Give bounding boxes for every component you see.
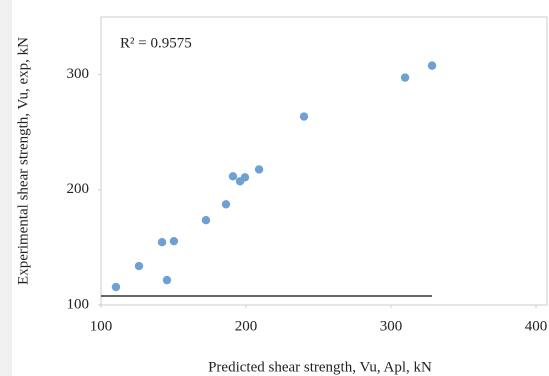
- point: [201, 216, 211, 225]
- x-tick-label: 400: [525, 318, 548, 334]
- y-axis-title: Experimental shear strength, Vu, exp, kN: [15, 37, 31, 285]
- point: [228, 172, 238, 181]
- y-tick-label: 200: [67, 181, 90, 197]
- x-tick-label: 300: [380, 318, 403, 334]
- point: [221, 200, 231, 209]
- point: [111, 282, 121, 292]
- point: [427, 61, 437, 70]
- point: [400, 73, 410, 82]
- y-tick-label: 300: [67, 66, 90, 82]
- x-tick-label: 100: [90, 318, 113, 334]
- side-strip: [0, 0, 12, 376]
- point: [254, 165, 264, 174]
- point: [169, 236, 179, 246]
- x-tick-label: 200: [235, 318, 258, 334]
- point: [134, 261, 144, 271]
- point: [240, 173, 250, 182]
- point: [157, 238, 167, 247]
- plot-frame: [100, 16, 548, 306]
- annotation: R² = 0.9575: [120, 35, 192, 51]
- y-tick-label: 100: [67, 296, 90, 312]
- point: [162, 275, 172, 285]
- x-axis-title: Predicted shear strength, Vu, Apl, kN: [208, 359, 432, 375]
- point: [299, 112, 309, 121]
